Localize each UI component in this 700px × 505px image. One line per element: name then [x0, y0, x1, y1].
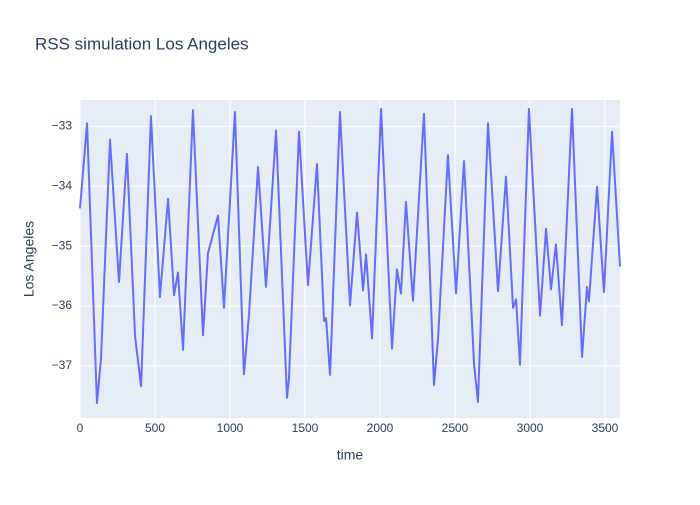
x-tick-label: 1500	[292, 421, 319, 435]
x-tick-label: 0	[77, 421, 84, 435]
x-tick-label: 3500	[592, 421, 619, 435]
plot-area	[80, 100, 620, 418]
chart-title: RSS simulation Los Angeles	[35, 34, 249, 53]
x-axis-title: time	[337, 447, 364, 463]
y-axis-title: Los Angeles	[21, 221, 37, 297]
x-tick-label: 2000	[367, 421, 394, 435]
y-tick-label: −35	[52, 238, 73, 252]
y-tick-label: −33	[52, 119, 73, 133]
y-tick-label: −37	[52, 358, 73, 372]
x-tick-label: 3000	[517, 421, 544, 435]
x-tick-label: 2500	[442, 421, 469, 435]
line	[79, 107, 621, 405]
y-tick-label: −36	[52, 298, 73, 312]
x-tick-label: 500	[145, 421, 165, 435]
x-tick-label: 1000	[217, 421, 244, 435]
y-tick-label: −34	[52, 178, 73, 192]
